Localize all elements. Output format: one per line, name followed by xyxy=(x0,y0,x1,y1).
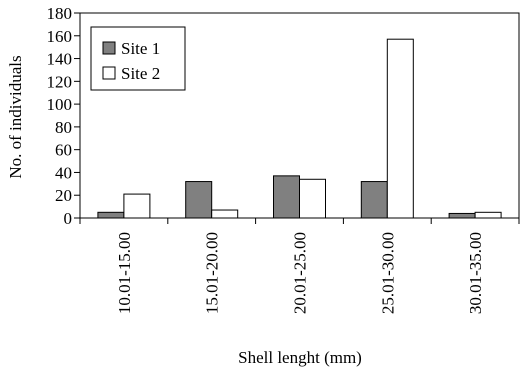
y-tick-label: 20 xyxy=(55,186,72,205)
bar-site-2 xyxy=(386,38,414,219)
bar-site-2 xyxy=(123,193,151,219)
bar-site-1 xyxy=(273,175,300,219)
plot-area: 0 20 40 60 80 100 120 140 160 180 10.01-15.00 15.01… xyxy=(47,4,520,314)
x-axis-title: Shell lenght (mm) xyxy=(238,348,362,367)
y-tick-label: 140 xyxy=(47,50,73,69)
y-axis-title: No. of individuals xyxy=(6,55,25,178)
legend-swatch xyxy=(102,66,116,80)
bar-site-1 xyxy=(360,181,388,219)
bar-site-2 xyxy=(211,209,239,219)
bar-site-1 xyxy=(185,181,213,219)
legend-label: Site 2 xyxy=(121,64,160,83)
y-tick-label: 120 xyxy=(47,72,73,91)
x-tick-label: 25.01-30.00 xyxy=(378,232,397,314)
y-tick-label: 0 xyxy=(64,209,73,228)
bar-site-1 xyxy=(97,211,125,219)
y-tick-label: 40 xyxy=(55,163,72,182)
x-tick-label: 15.01-20.00 xyxy=(203,232,222,314)
bar-site-2 xyxy=(474,211,502,219)
y-tick-label: 100 xyxy=(47,95,73,114)
legend-label: Site 1 xyxy=(121,39,160,58)
bar-site-2 xyxy=(299,178,326,219)
x-tick-label: 10.01-15.00 xyxy=(115,232,134,314)
y-tick-label: 180 xyxy=(47,4,73,23)
x-tick-label: 20.01-25.00 xyxy=(291,232,310,314)
legend-swatch xyxy=(102,41,116,55)
y-tick-label: 80 xyxy=(55,118,72,137)
bar-site-1 xyxy=(448,212,476,219)
x-tick-label: 30.01-35.00 xyxy=(466,232,485,314)
y-tick-label: 160 xyxy=(47,27,73,46)
y-tick-label: 60 xyxy=(55,141,72,160)
legend: Site 1 Site 2 xyxy=(90,26,186,91)
